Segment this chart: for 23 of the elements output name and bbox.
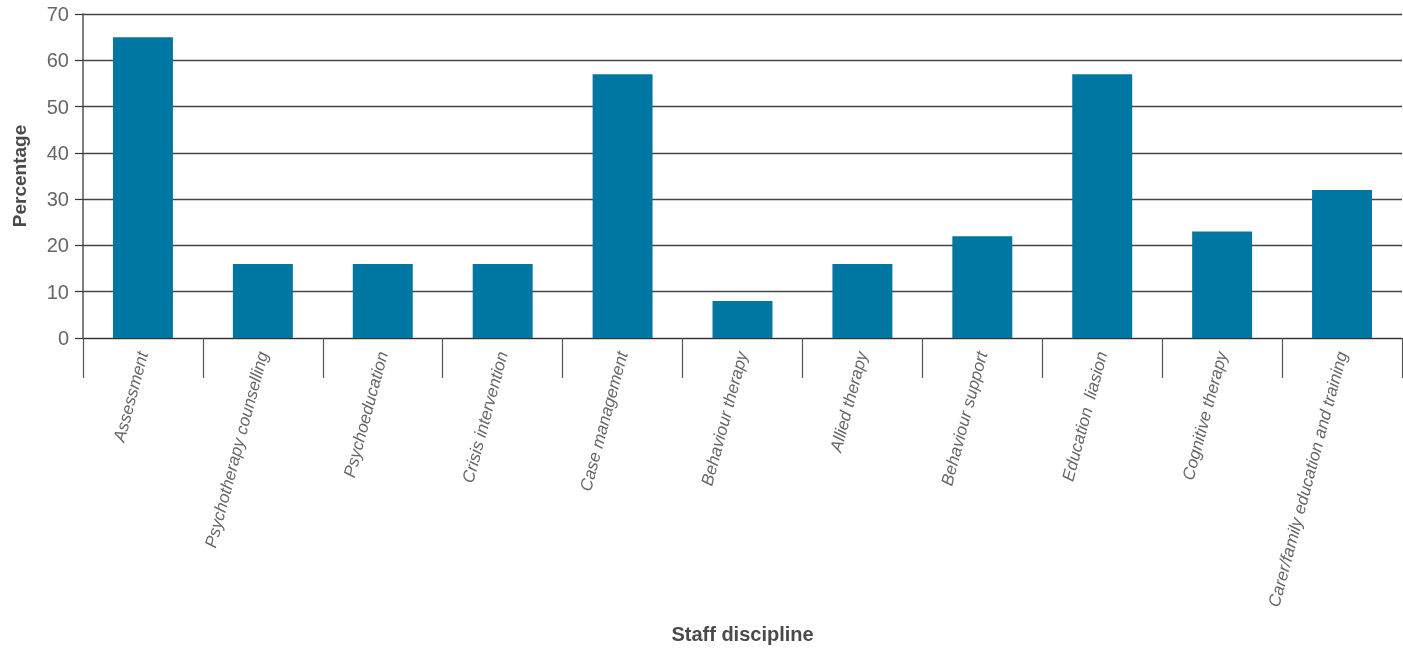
y-axis-title: Percentage [9, 124, 30, 228]
x-axis-title: Staff discipline [671, 623, 814, 645]
bar [952, 236, 1013, 338]
bar [232, 263, 293, 338]
bar [592, 74, 653, 338]
y-tick-label: 10 [46, 280, 69, 303]
bar [1192, 231, 1253, 338]
y-tick-label: 50 [46, 95, 69, 118]
y-tick-label: 0 [57, 327, 69, 349]
x-tick-label: Cognitive therapy [1178, 348, 1232, 483]
y-tick-label: 70 [46, 3, 69, 25]
bar [832, 263, 893, 338]
x-tick-label: Allied therapy [826, 348, 872, 455]
y-tick-label: 20 [46, 234, 69, 257]
bar [1312, 189, 1373, 338]
bar [1072, 74, 1133, 338]
y-tick-label: 60 [46, 49, 69, 72]
y-tick-label: 40 [46, 141, 69, 164]
bar [712, 300, 773, 338]
bar [352, 263, 413, 338]
bar [472, 263, 533, 338]
y-tick-label: 30 [46, 188, 69, 211]
bar [112, 37, 173, 338]
